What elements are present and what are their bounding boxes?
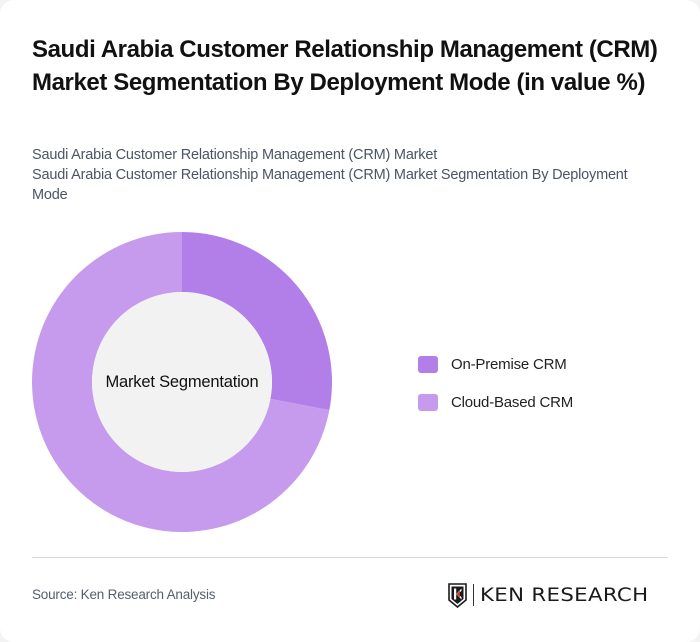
logo-text: KEN RESEARCH xyxy=(480,584,649,606)
donut-center xyxy=(92,292,272,472)
chart-subtitle: Saudi Arabia Customer Relationship Manag… xyxy=(32,145,652,205)
donut-slice-on-premise-crm[interactable] xyxy=(182,232,332,411)
legend-label: On-Premise CRM xyxy=(451,355,567,373)
legend-label: Cloud-Based CRM xyxy=(451,393,574,411)
donut-slice-cloud-based-crm[interactable] xyxy=(32,232,330,532)
legend-item-cloud-based[interactable]: Cloud-Based CRM xyxy=(418,392,573,412)
subtitle-line-2: Saudi Arabia Customer Relationship Manag… xyxy=(32,167,628,203)
logo-separator xyxy=(473,584,474,606)
subtitle-line-1: Saudi Arabia Customer Relationship Manag… xyxy=(32,147,438,163)
footer-divider xyxy=(32,557,668,558)
legend-swatch-icon xyxy=(418,355,438,373)
chart-legend: On-Premise CRM Cloud-Based CRM xyxy=(418,354,573,430)
donut-center-label: Market Segmentation xyxy=(105,372,259,391)
legend-item-on-premise[interactable]: On-Premise CRM xyxy=(418,354,573,374)
source-text: Source: Ken Research Analysis xyxy=(32,587,216,602)
donut-svg xyxy=(32,232,332,532)
ken-research-logo: KEN RESEARCH xyxy=(448,582,648,608)
legend-swatch-icon xyxy=(418,393,438,411)
donut-chart: Market Segmentation xyxy=(32,232,332,532)
chart-title: Saudi Arabia Customer Relationship Manag… xyxy=(32,36,658,96)
shield-k-icon xyxy=(448,582,467,608)
